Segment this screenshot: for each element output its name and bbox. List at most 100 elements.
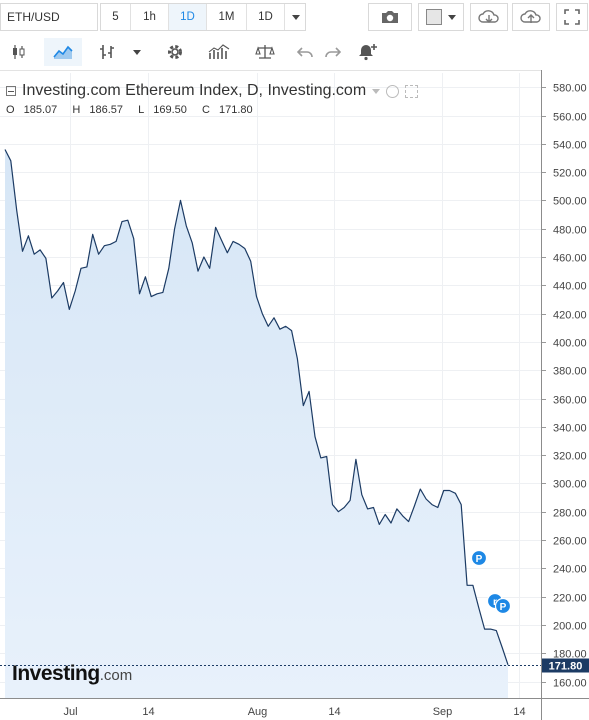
low-value: L 169.50 — [138, 104, 193, 116]
y-tick-label: 200.00 — [553, 621, 587, 633]
low-number: 169.50 — [153, 104, 187, 116]
tools-toolbar — [0, 34, 589, 71]
price-axis: 580.00 560.00 540.00 520.00 500.00 480.00 460.… — [541, 70, 589, 720]
x-tick-label: 14 — [328, 706, 340, 718]
scale-icon — [255, 45, 275, 59]
logo-suffix: .com — [99, 667, 133, 684]
interval-label: 1M — [218, 11, 235, 23]
price-area — [0, 149, 541, 698]
event-marker-label: P — [476, 554, 483, 565]
chart-title: Investing.com Ethereum Index, D, Investi… — [22, 82, 367, 99]
y-tick-label: 460.00 — [553, 253, 587, 265]
indicators-icon — [208, 44, 230, 59]
y-tick-label: 540.00 — [553, 140, 587, 152]
y-tick-label: 580.00 — [553, 83, 587, 95]
interval-1m[interactable]: 1M — [207, 4, 247, 30]
last-price-label: 171.80 — [549, 661, 583, 673]
y-tick-label: 440.00 — [553, 281, 587, 293]
y-tick-label: 480.00 — [553, 225, 587, 237]
area-chart-button[interactable] — [44, 38, 82, 66]
high-number: 186.57 — [89, 104, 124, 116]
y-tick-label: 560.00 — [553, 112, 587, 124]
undo-icon — [297, 47, 313, 58]
interval-group: 5 1h 1D 1M 1D — [100, 3, 306, 31]
snapshot-button[interactable] — [368, 3, 412, 31]
cloud-upload-icon — [520, 10, 541, 23]
close-value: C 171.80 — [202, 104, 259, 116]
area-fill — [5, 149, 508, 698]
y-tick-label: 280.00 — [553, 508, 587, 520]
compare-button[interactable] — [246, 38, 284, 66]
price-line — [4, 149, 509, 665]
x-tick-label: 14 — [142, 706, 154, 718]
undo-button[interactable] — [292, 38, 318, 66]
color-swatch-icon — [426, 9, 442, 25]
camera-icon — [382, 11, 398, 23]
bars-button[interactable] — [88, 38, 126, 66]
chevron-down-icon — [448, 14, 456, 20]
open-number: 185.07 — [23, 104, 58, 116]
interval-label: 5 — [112, 11, 119, 23]
x-tick-label: Aug — [248, 706, 268, 718]
cloud-upload-button[interactable] — [512, 3, 550, 31]
x-tick-label: Sep — [433, 706, 453, 718]
chart-legend: Investing.com Ethereum Index, D, Investi… — [6, 82, 419, 100]
close-number: 171.80 — [219, 104, 253, 116]
cloud-download-icon — [478, 10, 499, 23]
last-price-badge — [542, 658, 589, 673]
y-tick-label: 260.00 — [553, 536, 587, 548]
open-label: O — [6, 104, 15, 116]
interval-1d[interactable]: 1D — [169, 4, 207, 30]
interval-custom[interactable]: 1D — [247, 4, 285, 30]
interval-label: 1h — [143, 11, 156, 23]
event-markers: Pr P — [470, 549, 512, 615]
y-tick-label: 220.00 — [553, 593, 587, 605]
collapse-legend-icon[interactable] — [6, 86, 16, 96]
y-tick-label: 340.00 — [553, 423, 587, 435]
interval-1h[interactable]: 1h — [131, 4, 169, 30]
x-tick-label: Jul — [63, 706, 77, 718]
y-tick-label: 420.00 — [553, 310, 587, 322]
add-alert-button[interactable] — [352, 38, 384, 66]
interval-label: 1D — [180, 11, 195, 23]
chevron-down-icon — [292, 14, 300, 20]
gear-icon[interactable] — [405, 84, 419, 98]
low-label: L — [138, 104, 145, 116]
symbol-input[interactable]: ETH/USD — [0, 3, 98, 31]
y-tick-label: 180.00 — [553, 649, 587, 661]
candles-button[interactable] — [0, 38, 38, 66]
fullscreen-button[interactable] — [556, 3, 588, 31]
y-tick-label: 300.00 — [553, 479, 587, 491]
chevron-down-icon[interactable] — [372, 88, 381, 94]
y-tick-label: 240.00 — [553, 564, 587, 576]
ohlc-values: O 185.07 H 186.57 L 169.50 C 171.80 — [6, 104, 265, 116]
high-value: H 186.57 — [72, 104, 129, 116]
y-tick-label: 520.00 — [553, 168, 587, 180]
investing-logo: Investing.com — [12, 662, 132, 686]
event-marker-label: P — [500, 602, 507, 613]
y-tick-label: 320.00 — [553, 451, 587, 463]
logo-text: Investing — [12, 662, 100, 685]
axis-background — [541, 70, 589, 720]
interval-label: 1D — [258, 11, 273, 23]
event-marker — [470, 549, 488, 567]
price-chart[interactable]: Pr P 580.00 560.00 540.00 520.00 500.00 480.00… — [0, 70, 589, 720]
bars-icon — [100, 45, 114, 59]
close-label: C — [201, 104, 210, 116]
color-picker-button[interactable] — [418, 3, 464, 31]
bell-plus-icon — [359, 44, 377, 61]
chart-type-dropdown[interactable] — [126, 38, 148, 66]
redo-button[interactable] — [320, 38, 346, 66]
gear-icon — [168, 45, 182, 59]
interval-5[interactable]: 5 — [101, 4, 131, 30]
indicators-button[interactable] — [200, 38, 238, 66]
top-toolbar: ETH/USD 5 1h 1D 1M 1D — [0, 0, 589, 34]
redo-icon — [325, 47, 341, 58]
symbol-text: ETH/USD — [7, 10, 60, 24]
y-tick-label: 500.00 — [553, 196, 587, 208]
eye-icon[interactable] — [386, 84, 400, 98]
cloud-download-button[interactable] — [470, 3, 508, 31]
open-value: O 185.07 — [6, 104, 63, 116]
settings-button[interactable] — [156, 38, 194, 66]
interval-dropdown[interactable] — [285, 4, 307, 30]
